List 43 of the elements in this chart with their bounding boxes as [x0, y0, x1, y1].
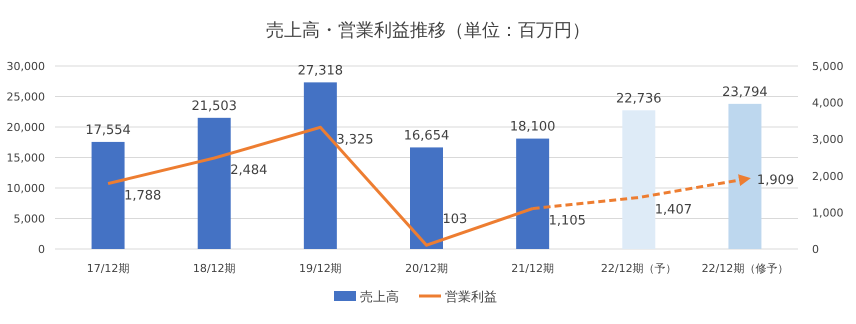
x-tick-label: 20/12期	[405, 262, 448, 275]
y2-tick-label: 1,000	[812, 206, 844, 220]
x-tick-label: 19/12期	[299, 262, 342, 275]
y-tick-label: 25,000	[6, 90, 45, 104]
data-label: 17,554	[85, 122, 131, 138]
legend-label: 売上高	[360, 289, 399, 305]
legend-label: 営業利益	[445, 290, 497, 305]
data-label: 27,318	[298, 63, 344, 78]
data-label: 1,407	[654, 202, 692, 218]
x-tick-label: 18/12期	[192, 262, 236, 275]
bar	[516, 138, 550, 249]
bar	[304, 82, 337, 249]
x-tick-label: 21/12期	[511, 262, 554, 275]
bar	[410, 147, 443, 249]
data-label: 103	[442, 212, 468, 228]
bar	[198, 118, 231, 249]
data-label: 1,909	[756, 173, 794, 188]
y-tick-label: 30,000	[6, 60, 45, 73]
y2-tick-label: 5,000	[812, 60, 844, 73]
x-tick-label: 17/12期	[86, 262, 130, 275]
data-label: 3,325	[336, 132, 374, 148]
y-tick-label: 0	[38, 243, 45, 256]
data-label: 1,105	[548, 214, 586, 229]
data-label: 16,654	[404, 128, 450, 144]
x-tick-label: 22/12期（予）	[600, 262, 677, 275]
y-tick-label: 15,000	[6, 152, 45, 164]
y-tick-label: 20,000	[6, 121, 45, 134]
bar	[622, 110, 656, 249]
data-label: 23,794	[722, 84, 768, 100]
y2-tick-label: 4,000	[812, 96, 844, 110]
y-tick-label: 5,000	[14, 212, 45, 226]
y2-tick-label: 2,000	[812, 170, 844, 183]
bar	[92, 142, 125, 249]
data-label: 18,100	[510, 120, 556, 135]
data-label: 22,736	[616, 91, 662, 106]
x-tick-label: 22/12期（修予）	[702, 262, 788, 275]
y2-tick-label: 3,000	[812, 133, 844, 146]
y2-tick-label: 0	[812, 243, 819, 256]
y-tick-label: 10,000	[6, 182, 45, 195]
data-label: 2,484	[230, 163, 268, 178]
chart-title: 売上高・営業利益推移（単位：百万円）	[266, 20, 590, 41]
data-label: 21,503	[191, 98, 237, 114]
data-label: 1,788	[124, 188, 162, 204]
